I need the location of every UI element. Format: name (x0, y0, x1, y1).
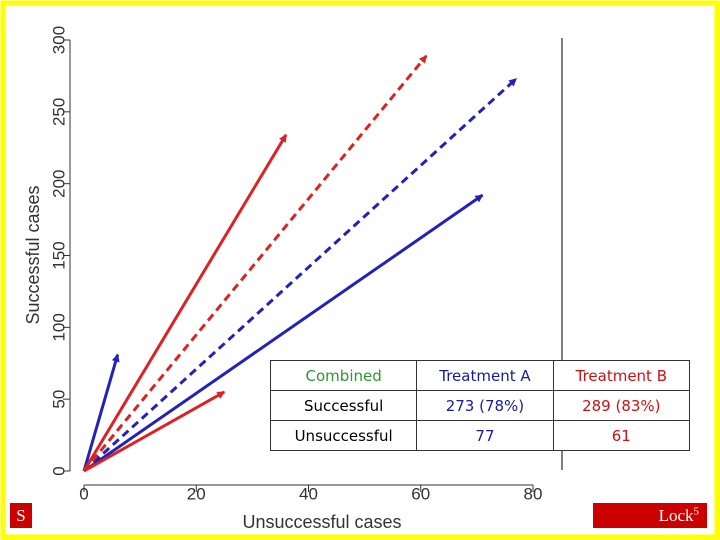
y-tick-label: 100 (49, 313, 68, 341)
table-cell: 61 (552, 420, 691, 451)
y-tick-label: 300 (49, 26, 68, 54)
arrow (82, 54, 428, 472)
table-header: Treatment B (552, 360, 691, 391)
table-cell: 273 (78%) (416, 390, 554, 421)
table-cell: Unsuccessful (269, 420, 418, 451)
y-tick-label: 200 (49, 169, 68, 197)
arrow (82, 353, 120, 472)
arrow (83, 390, 226, 473)
arrow (82, 77, 518, 473)
y-tick-label: 0 (49, 466, 68, 475)
footer-brand: Lock (658, 506, 694, 525)
x-tick-label: 60 (411, 484, 430, 503)
footer-left: S (10, 503, 32, 528)
y-tick-label: 50 (49, 390, 68, 409)
table-header: Treatment A (416, 360, 554, 391)
footer-sup: 5 (693, 505, 700, 518)
arrow (83, 193, 484, 473)
table-header: Combined (269, 360, 418, 391)
table-cell: 289 (83%) (552, 390, 691, 421)
x-tick-label: 80 (524, 484, 543, 503)
x-tick-label: 40 (299, 484, 318, 503)
y-tick-label: 250 (49, 98, 68, 126)
table-cell: 77 (416, 420, 554, 451)
y-tick-label: 150 (49, 241, 68, 269)
x-tick-label: 0 (79, 484, 88, 503)
table-cell: Successful (269, 390, 418, 421)
y-axis-label: Successful cases (23, 185, 43, 324)
x-tick-label: 20 (187, 484, 206, 503)
arrow (82, 133, 288, 472)
footer-right: Lock5 (593, 503, 707, 528)
summary-table: Combined Treatment A Treatment B Successfu… (269, 360, 691, 451)
x-axis-label: Unsuccessful cases (242, 512, 401, 532)
